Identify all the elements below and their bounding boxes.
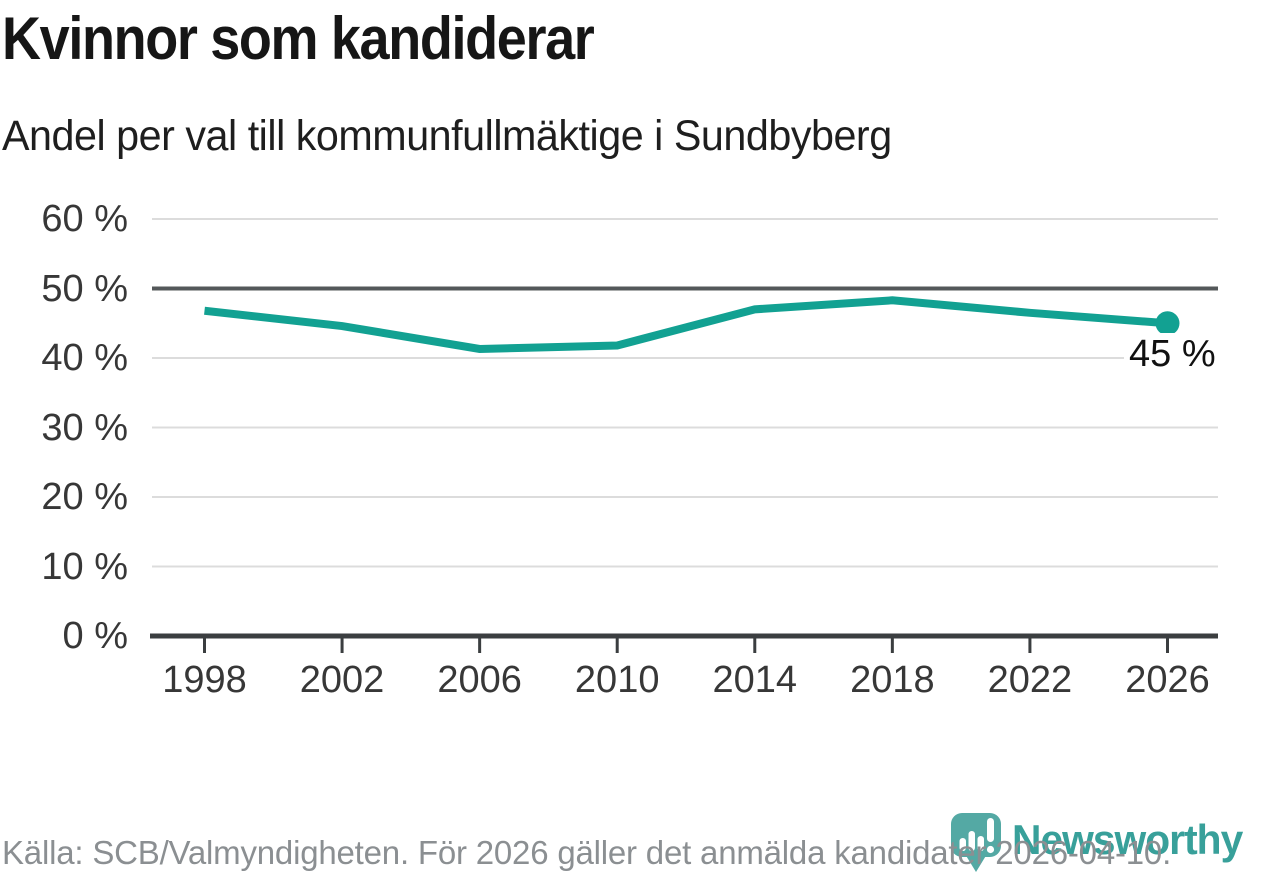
x-axis-label: 2002 bbox=[299, 659, 385, 701]
source-note: Källa: SCB/Valmyndigheten. För 2026 gäll… bbox=[2, 834, 1172, 871]
end-value-label: 45 % bbox=[1124, 333, 1221, 375]
chart-title: Kvinnor som kandiderar bbox=[2, 5, 595, 72]
data-line bbox=[204, 296, 1168, 353]
x-axis-label: 1998 bbox=[162, 659, 247, 701]
newsworthy-logo: Newsworthy bbox=[950, 812, 1249, 874]
x-axis-label: 2026 bbox=[1125, 659, 1210, 701]
y-axis-label: 60 % bbox=[41, 198, 128, 240]
x-axis-label: 2018 bbox=[850, 659, 935, 701]
y-axis-label: 10 % bbox=[41, 545, 128, 588]
chart-subtitle: Andel per val till kommunfullmäktige i S… bbox=[2, 112, 892, 160]
x-axis-label: 2006 bbox=[437, 659, 522, 701]
y-axis-label: 20 % bbox=[41, 476, 128, 518]
y-axis-label: 30 % bbox=[41, 406, 128, 449]
newsworthy-speech-bubble-bar-chart-icon bbox=[951, 813, 1001, 872]
end-point-marker bbox=[1155, 311, 1180, 336]
y-axis-label: 50 % bbox=[41, 267, 128, 310]
x-axis-label: 2014 bbox=[712, 659, 798, 701]
x-axis-label: 2022 bbox=[987, 659, 1073, 701]
newsworthy-logo-text: Newsworthy bbox=[1012, 816, 1243, 863]
x-axis-label: 2010 bbox=[574, 659, 660, 701]
line-chart bbox=[150, 218, 1218, 653]
y-axis-label: 40 % bbox=[41, 337, 128, 379]
y-axis-label: 0 % bbox=[62, 615, 128, 657]
